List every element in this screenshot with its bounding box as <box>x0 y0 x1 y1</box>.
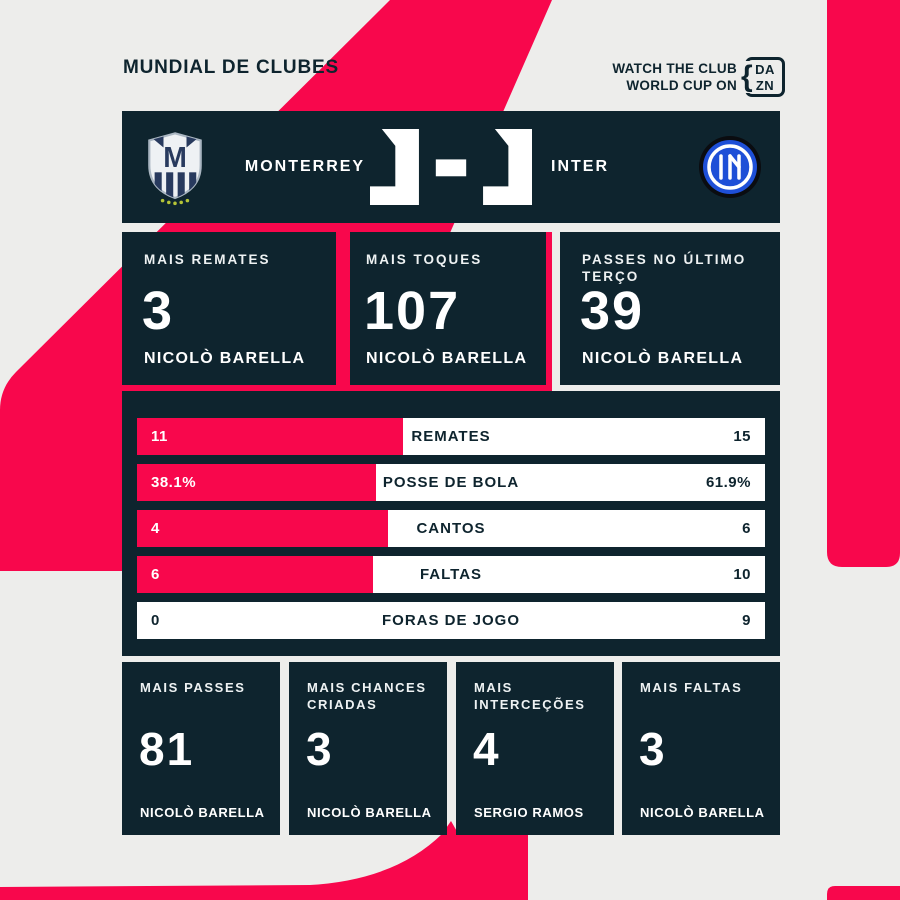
home-bar-fill <box>137 418 403 455</box>
stat-label: MAIS CHANCES CRIADAS <box>307 680 427 712</box>
stat-player: NICOLÒ BARELLA <box>582 350 744 367</box>
stat-card-mais-intercecoes: MAIS INTERCEÇÕES 4 SERGIO RAMOS <box>456 662 614 835</box>
stat-bar-remates: 11 REMATES 15 <box>137 418 765 455</box>
right-band-shape <box>827 0 900 567</box>
stat-label: MAIS FALTAS <box>640 680 743 695</box>
dazn-brace-glyph: { <box>740 60 755 93</box>
svg-text:M: M <box>163 142 187 174</box>
stat-value: 3 <box>142 281 175 341</box>
stat-bar-foras-de-jogo: 0 FORAS DE JOGO 9 <box>137 602 765 639</box>
home-value: 11 <box>151 428 168 445</box>
match-stats-panel: 11 REMATES 15 38.1% POSSE DE BOLA 61.9% … <box>122 391 780 656</box>
stat-name: FORAS DE JOGO <box>381 612 521 629</box>
dazn-logo-top: DA <box>755 62 775 77</box>
stat-player: NICOLÒ BARELLA <box>140 805 265 820</box>
stat-player: NICOLÒ BARELLA <box>144 350 306 367</box>
stat-label: MAIS REMATES <box>144 252 271 267</box>
home-value: 0 <box>151 612 160 629</box>
score-digits <box>370 129 532 205</box>
home-bar-fill <box>137 464 377 501</box>
away-value: 9 <box>742 612 751 629</box>
score-dash <box>435 159 467 177</box>
stat-value: 3 <box>639 723 667 775</box>
away-team-name: INTER <box>551 158 609 175</box>
stat-name: POSSE DE BOLA <box>382 474 520 491</box>
stat-label: MAIS TOQUES <box>366 252 483 267</box>
stat-card-mais-toques: MAIS TOQUES 107 NICOLÒ BARELLA <box>350 232 546 385</box>
stat-card-passes-ultimo-terco: PASSES NO ÚLTIMO TERÇO 39 NICOLÒ BARELLA <box>560 232 780 385</box>
stat-bar-posse-de-bola: 38.1% POSSE DE BOLA 61.9% <box>137 464 765 501</box>
stat-player: NICOLÒ BARELLA <box>640 805 765 820</box>
stat-label: MAIS PASSES <box>140 680 246 695</box>
stat-bar-faltas: 6 FALTAS 10 <box>137 556 765 593</box>
stat-card-highlight-frame: MAIS TOQUES 107 NICOLÒ BARELLA <box>344 232 552 391</box>
stat-value: 4 <box>473 723 501 775</box>
stat-label: MAIS INTERCEÇÕES <box>474 680 586 712</box>
inter-crest-icon <box>699 136 761 198</box>
stat-name: CANTOS <box>416 520 486 537</box>
stat-card-mais-remates: MAIS REMATES 3 NICOLÒ BARELLA <box>122 232 336 385</box>
stat-value: 107 <box>364 281 461 341</box>
stat-name: FALTAS <box>419 566 483 583</box>
stat-value: 3 <box>306 723 334 775</box>
away-value: 15 <box>733 428 751 445</box>
stat-card-mais-passes: MAIS PASSES 81 NICOLÒ BARELLA <box>122 662 280 835</box>
watch-promo-line1: WATCH THE CLUB <box>612 61 737 76</box>
stat-player: SERGIO RAMOS <box>474 805 584 820</box>
stat-value: 81 <box>139 723 195 775</box>
scoreboard: 1-1 M MONTERREY <box>122 111 780 223</box>
stat-player: NICOLÒ BARELLA <box>366 350 528 367</box>
away-score-digit <box>483 129 532 205</box>
away-value: 61.9% <box>705 474 751 491</box>
stat-card-mais-chances-criadas: MAIS CHANCES CRIADAS 3 NICOLÒ BARELLA <box>289 662 447 835</box>
stat-bar-cantos: 4 CANTOS 6 <box>137 510 765 547</box>
away-value: 10 <box>733 566 751 583</box>
competition-title: MUNDIAL DE CLUBES <box>123 57 339 78</box>
home-value: 4 <box>151 520 160 537</box>
dazn-logo-bottom: ZN <box>755 78 775 93</box>
stat-card-mais-faltas: MAIS FALTAS 3 NICOLÒ BARELLA <box>622 662 780 835</box>
stat-name: REMATES <box>411 428 491 445</box>
watch-promo-line2: WORLD CUP ON <box>626 78 737 93</box>
away-value: 6 <box>742 520 751 537</box>
home-value: 6 <box>151 566 160 583</box>
bottom-left-shape <box>0 821 528 900</box>
home-score-digit <box>370 129 419 205</box>
home-bar-fill <box>137 510 389 547</box>
stat-label: PASSES NO ÚLTIMO TERÇO <box>582 252 747 284</box>
home-value: 38.1% <box>151 474 197 491</box>
stat-value: 39 <box>580 281 645 341</box>
home-bar-fill <box>137 556 373 593</box>
bottom-right-shape <box>827 886 900 900</box>
watch-promo-text: WATCH THE CLUB WORLD CUP ON <box>612 60 737 94</box>
home-team-name: MONTERREY <box>244 158 366 175</box>
dazn-logo: { DA ZN <box>740 57 785 97</box>
stat-player: NICOLÒ BARELLA <box>307 805 432 820</box>
monterrey-crest-icon: M <box>148 132 202 206</box>
